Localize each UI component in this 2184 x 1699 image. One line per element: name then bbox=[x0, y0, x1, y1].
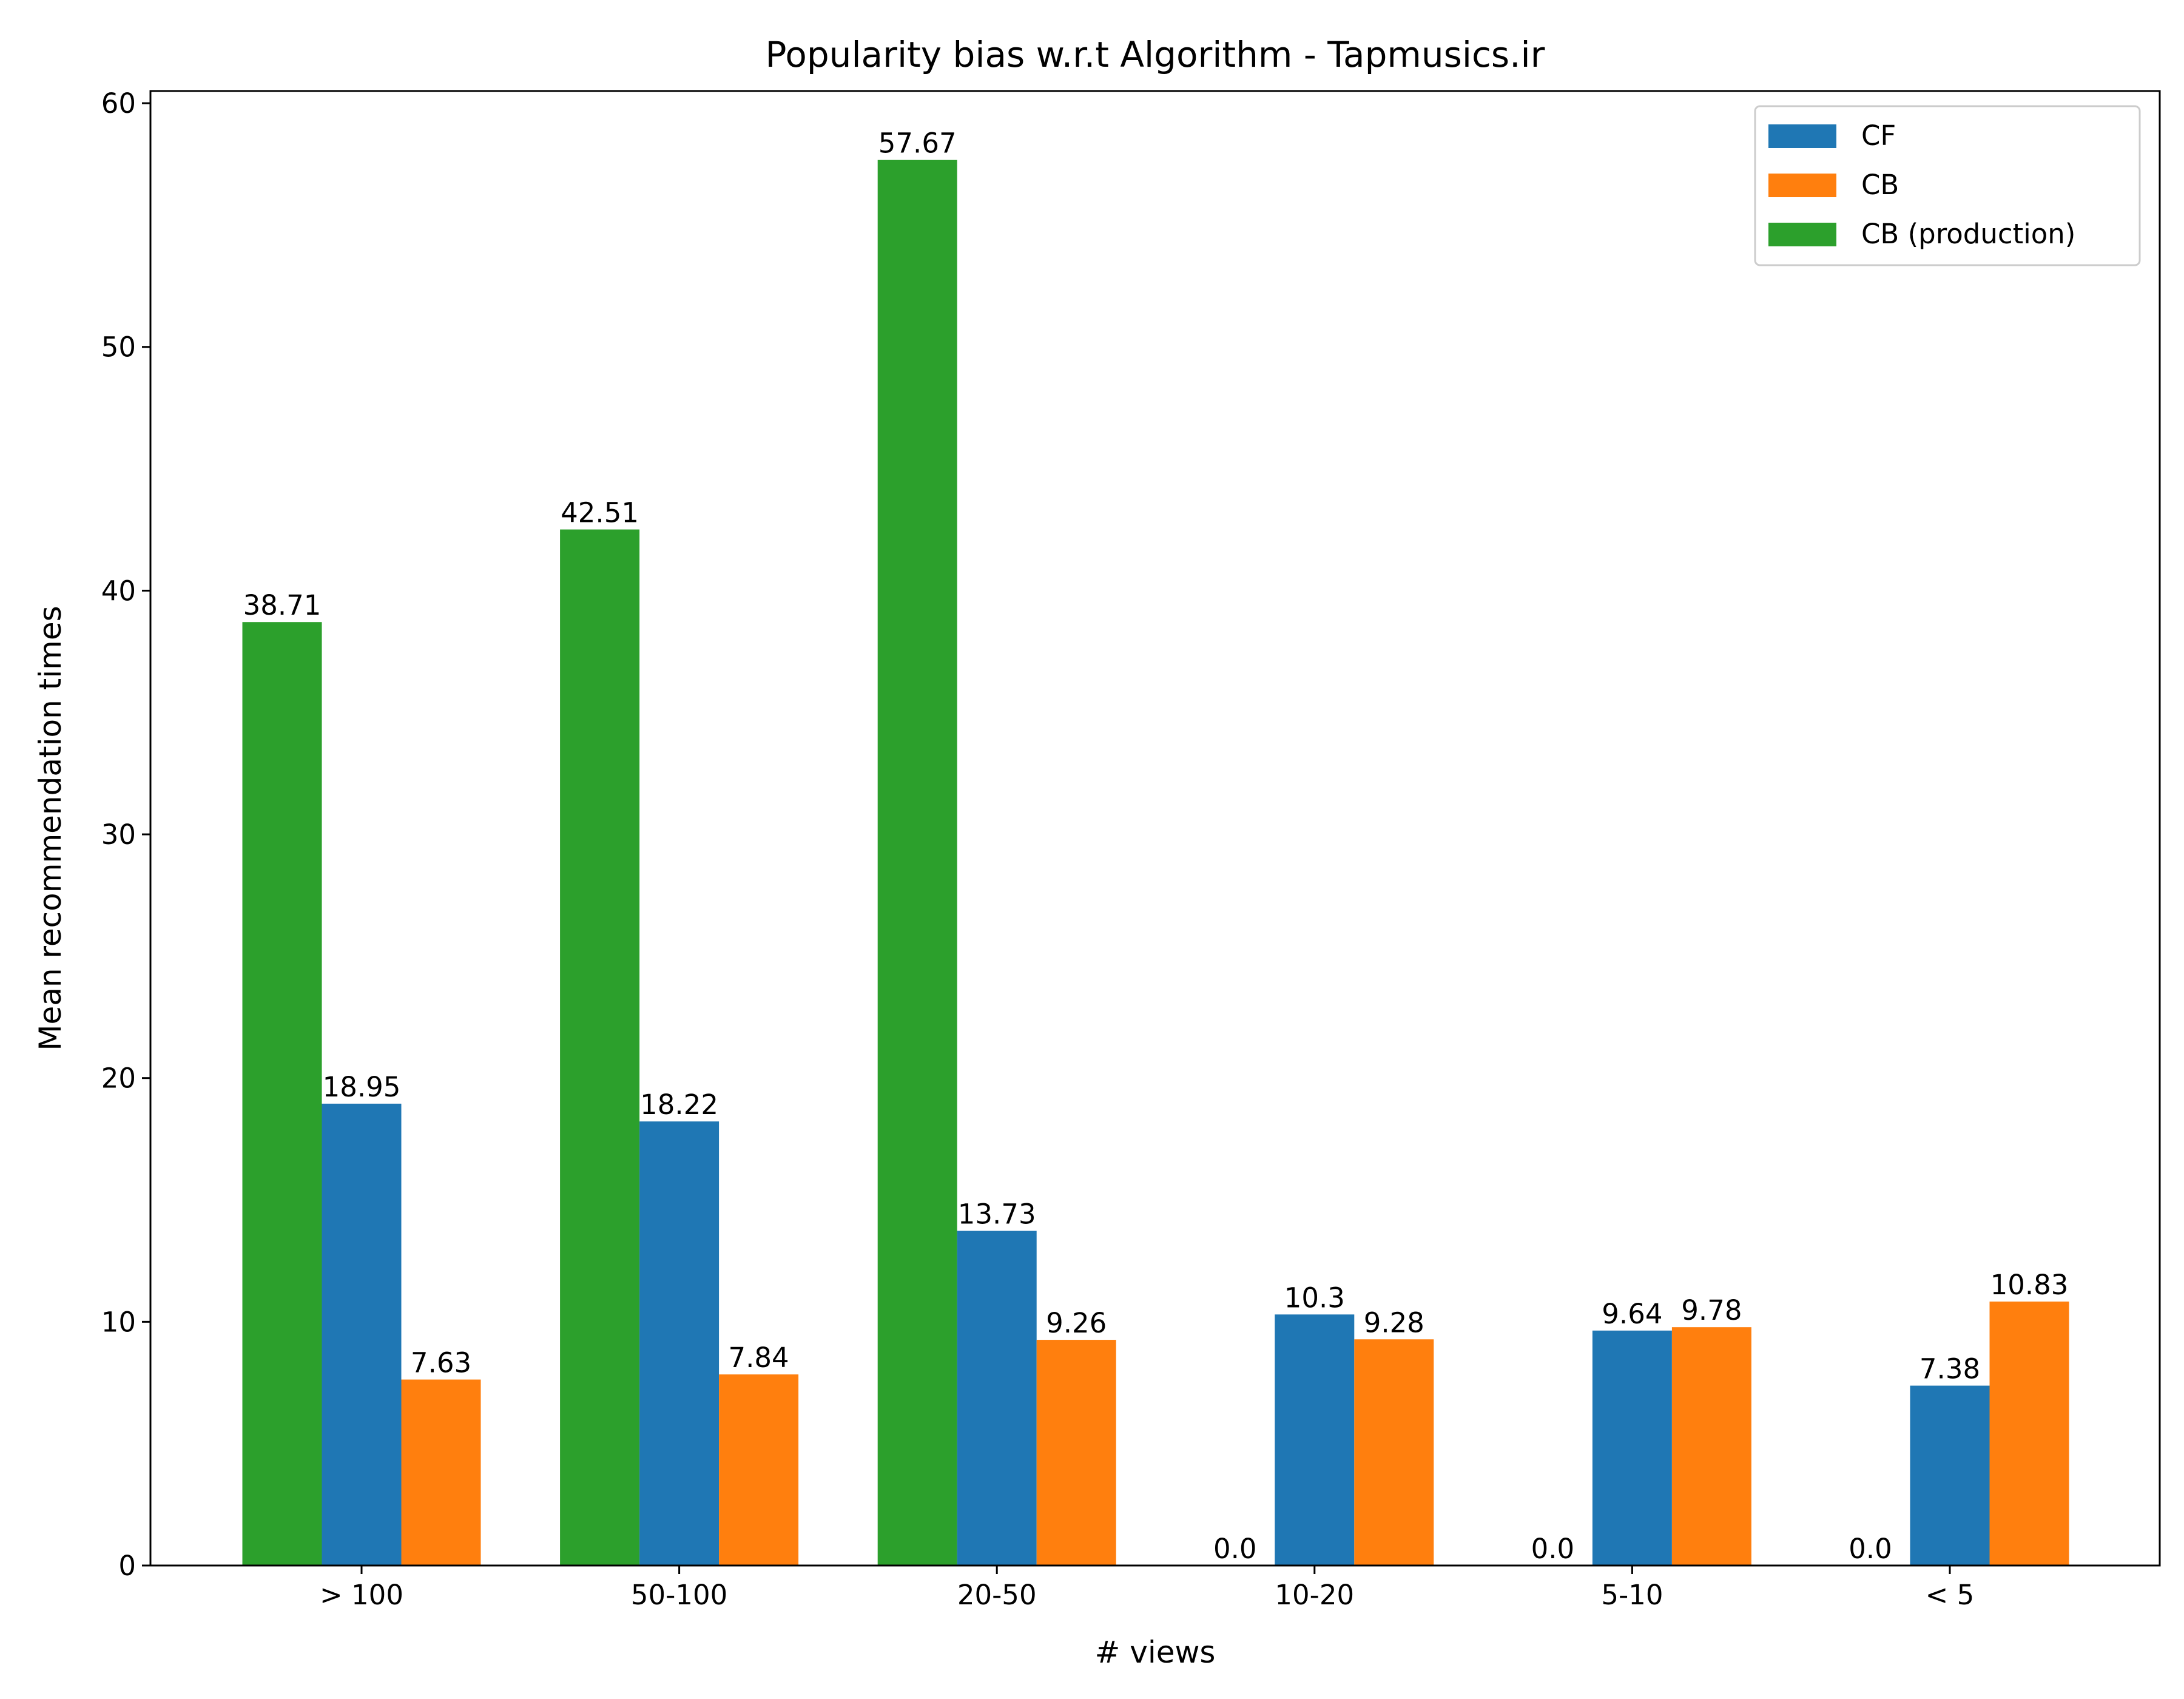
data-label-cb-2: 9.26 bbox=[1046, 1307, 1107, 1339]
bar-cf-2 bbox=[957, 1231, 1037, 1566]
bar-cb-5 bbox=[1989, 1302, 2069, 1566]
data-label-cb-production-5: 0.0 bbox=[1849, 1533, 1892, 1565]
bar-cf-5 bbox=[1910, 1385, 1990, 1566]
legend-swatch-cf bbox=[1768, 124, 1836, 148]
data-label-cb-4: 9.78 bbox=[1681, 1294, 1742, 1326]
x-tick-label: 20-50 bbox=[957, 1579, 1037, 1611]
y-tick-label: 0 bbox=[118, 1550, 136, 1582]
bar-cb-1 bbox=[719, 1374, 799, 1566]
y-axis: 0 10 20 30 40 50 60 bbox=[101, 87, 150, 1582]
data-label-cf-0: 18.95 bbox=[323, 1071, 401, 1103]
bar-cf-3 bbox=[1275, 1314, 1355, 1566]
bar-cb-production-1 bbox=[560, 529, 640, 1566]
x-tick-label: 5-10 bbox=[1601, 1579, 1663, 1611]
legend-swatch-cb-production bbox=[1768, 223, 1836, 246]
plot-frame bbox=[149, 90, 2161, 1567]
y-axis-label: Mean recommendation times bbox=[33, 606, 68, 1050]
y-tick-label: 50 bbox=[101, 331, 136, 363]
legend: CF CB CB (production) bbox=[1754, 105, 2141, 266]
data-label-cb-production-3: 0.0 bbox=[1213, 1533, 1257, 1565]
chart-title: Popularity bias w.r.t Algorithm - Tapmus… bbox=[765, 34, 1545, 75]
data-label-cf-4: 9.64 bbox=[1602, 1298, 1662, 1330]
data-label-cf-3: 10.3 bbox=[1284, 1282, 1345, 1314]
x-tick-label: 10-20 bbox=[1275, 1579, 1354, 1611]
bar-labels-group: 38.71 18.95 7.63 42.51 18.22 7.84 57.67 13.73 9.… bbox=[243, 127, 2069, 1565]
data-label-cb-production-4: 0.0 bbox=[1531, 1533, 1575, 1565]
bar-cb-4 bbox=[1671, 1327, 1751, 1566]
x-axis-label: # views bbox=[1095, 1635, 1216, 1670]
legend-swatch-cb bbox=[1768, 174, 1836, 197]
bar-cb-0 bbox=[401, 1379, 481, 1566]
y-tick-label: 60 bbox=[101, 87, 136, 120]
bars-group bbox=[242, 160, 2069, 1566]
bar-cb-production-0 bbox=[242, 622, 322, 1566]
data-label-cb-production-2: 57.67 bbox=[878, 127, 957, 160]
x-axis: > 100 50-100 20-50 10-20 5-10 < 5 bbox=[320, 1566, 1974, 1611]
bar-cf-4 bbox=[1592, 1330, 1672, 1566]
data-label-cb-production-1: 42.51 bbox=[561, 497, 639, 529]
bar-cf-1 bbox=[639, 1121, 720, 1566]
data-label-cb-production-0: 38.71 bbox=[243, 589, 322, 621]
bar-cf-0 bbox=[322, 1103, 402, 1566]
data-label-cb-1: 7.84 bbox=[728, 1342, 789, 1374]
data-label-cb-0: 7.63 bbox=[411, 1347, 471, 1379]
legend-label-cb-production: CB (production) bbox=[1861, 218, 2075, 250]
x-tick-label: 50-100 bbox=[631, 1579, 727, 1611]
legend-label-cf: CF bbox=[1861, 120, 1896, 152]
x-tick-label: > 100 bbox=[320, 1579, 403, 1611]
data-label-cf-2: 13.73 bbox=[958, 1198, 1036, 1231]
x-tick-label: < 5 bbox=[1926, 1579, 1975, 1611]
y-tick-label: 40 bbox=[101, 575, 136, 607]
y-tick-label: 30 bbox=[101, 819, 136, 851]
data-label-cf-1: 18.22 bbox=[640, 1089, 718, 1121]
bar-cb-production-2 bbox=[877, 160, 957, 1566]
bar-cb-3 bbox=[1354, 1339, 1434, 1566]
y-tick-label: 20 bbox=[101, 1062, 136, 1095]
legend-label-cb: CB bbox=[1861, 169, 1899, 201]
data-label-cf-5: 7.38 bbox=[1919, 1353, 1980, 1385]
legend-box bbox=[1754, 105, 2141, 266]
y-tick-label: 10 bbox=[101, 1306, 136, 1338]
bar-cb-2 bbox=[1036, 1340, 1116, 1566]
data-label-cb-3: 9.28 bbox=[1364, 1306, 1424, 1339]
data-label-cb-5: 10.83 bbox=[1990, 1269, 2069, 1301]
